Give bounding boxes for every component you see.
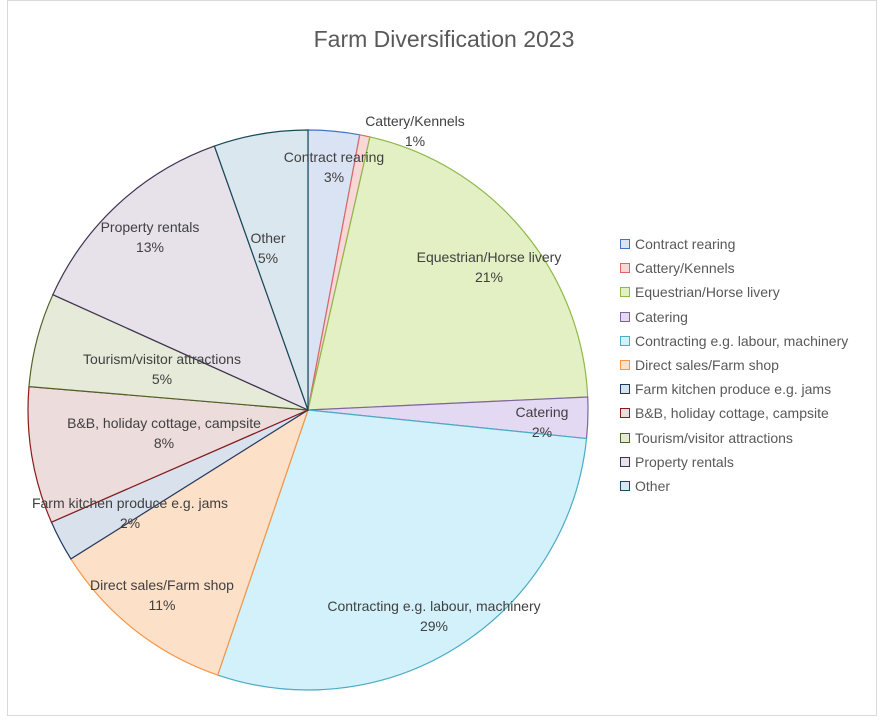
legend-swatch	[620, 311, 630, 322]
legend-label: Other	[635, 477, 671, 494]
slice-label-value: 11%	[149, 597, 176, 613]
legend-swatch	[620, 263, 630, 274]
legend-swatch	[620, 335, 630, 346]
legend-swatch	[620, 480, 630, 491]
legend-label: Tourism/visitor attractions	[635, 429, 793, 446]
legend-item: B&B, holiday cottage, campsite	[620, 401, 848, 425]
legend-item: Other	[620, 474, 848, 498]
pie-slice-8	[27, 385, 309, 523]
legend-item: Equestrian/Horse livery	[620, 280, 848, 304]
pie-slice-5	[216, 409, 588, 691]
legend-swatch	[620, 287, 630, 298]
slice-label-value: 1%	[405, 133, 425, 149]
slice-label-value: 2%	[120, 515, 140, 531]
slice-label-name: B&B, holiday cottage, campsite	[67, 415, 261, 431]
slice-label-value: 5%	[258, 250, 278, 266]
legend-swatch	[620, 384, 630, 395]
legend-item: Tourism/visitor attractions	[620, 426, 848, 450]
legend-label: Farm kitchen produce e.g. jams	[635, 381, 832, 398]
slice-label-value: 3%	[324, 169, 344, 185]
legend-item: Property rentals	[620, 450, 848, 474]
slice-label-value: 2%	[532, 424, 552, 440]
pie-slice-3	[307, 136, 589, 411]
legend-label: Contract rearing	[635, 236, 736, 253]
slice-label-name: Equestrian/Horse livery	[417, 249, 562, 265]
slice-label-name: Contract rearing	[284, 149, 384, 165]
legend-item: Cattery/Kennels	[620, 256, 848, 280]
legend-label: Cattery/Kennels	[635, 260, 735, 277]
slice-label-name: Direct sales/Farm shop	[90, 577, 234, 593]
slice-label-name: Farm kitchen produce e.g. jams	[32, 495, 228, 511]
legend-label: B&B, holiday cottage, campsite	[635, 405, 829, 422]
slice-label-name: Contracting e.g. labour, machinery	[327, 598, 540, 614]
legend-label: Catering	[635, 308, 688, 325]
slice-label-value: 8%	[154, 435, 174, 451]
legend-label: Contracting e.g. labour, machinery	[635, 332, 849, 349]
pie-slice-11	[213, 129, 309, 411]
pie-slice-10	[52, 145, 310, 412]
slice-label-name: Cattery/Kennels	[365, 113, 465, 129]
legend-swatch	[620, 360, 630, 371]
chart-legend: Contract rearing Cattery/Kennels Equestria…	[620, 232, 848, 498]
legend-swatch	[620, 432, 630, 443]
legend-label: Property rentals	[635, 453, 734, 470]
legend-item: Contract rearing	[620, 232, 848, 256]
chart-title: Farm Diversification 2023	[313, 26, 575, 52]
slice-label-name: Tourism/visitor attractions	[83, 351, 241, 367]
legend-label: Direct sales/Farm shop	[635, 357, 779, 374]
slice-label-value: 5%	[152, 371, 172, 387]
legend-item: Catering	[620, 305, 848, 329]
legend-item: Direct sales/Farm shop	[620, 353, 848, 377]
slice-label-name: Other	[250, 230, 285, 246]
slice-label-value: 29%	[420, 618, 448, 634]
slice-label-name: Catering	[516, 404, 569, 420]
legend-swatch	[620, 239, 630, 250]
legend-label: Equestrian/Horse livery	[635, 284, 780, 301]
slice-label-value: 21%	[475, 269, 503, 285]
slice-label-value: 13%	[136, 239, 164, 255]
pie-slice-6	[70, 408, 310, 676]
legend-item: Farm kitchen produce e.g. jams	[620, 377, 848, 401]
legend-swatch	[620, 456, 630, 467]
legend-swatch	[620, 408, 630, 419]
slice-label-name: Property rentals	[101, 219, 200, 235]
legend-item: Contracting e.g. labour, machinery	[620, 329, 848, 353]
